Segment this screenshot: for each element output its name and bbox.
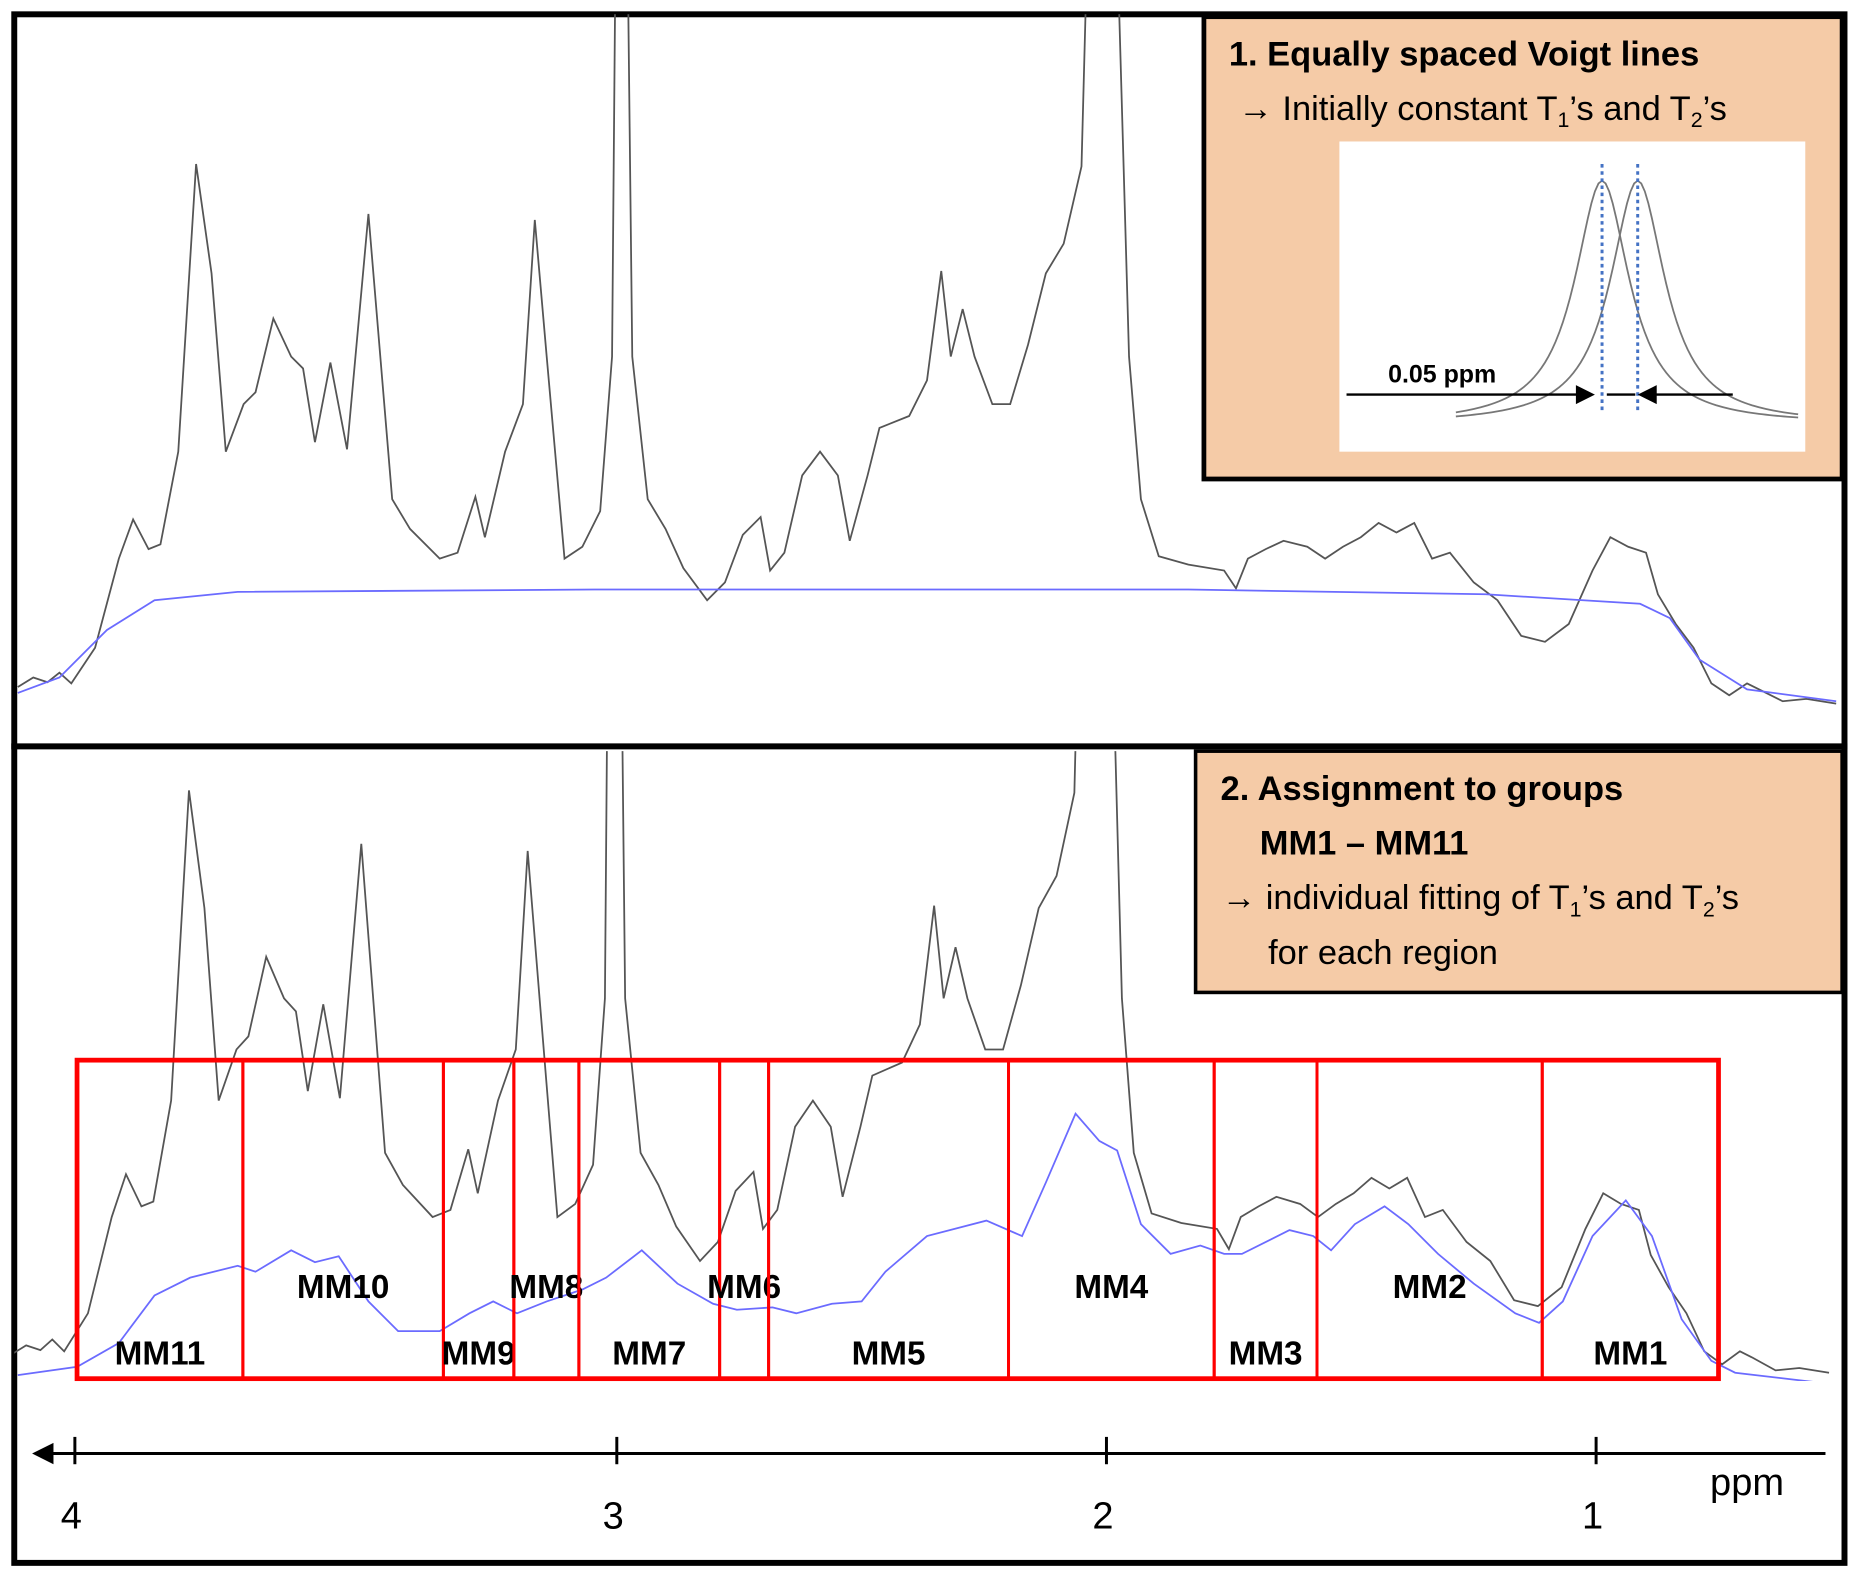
arrow-left-head [1637,385,1657,405]
assignment-box-line3: → individual fitting of T1’s and T2’s [1222,879,1739,921]
assignment-box: 2. Assignment to groups MM1 – MM11 → ind… [1193,749,1844,995]
voigt-lines-box: 1. Equally spaced Voigt lines → Initiall… [1201,14,1845,482]
spacing-label: 0.05 ppm [1388,361,1496,389]
ppm-axis: 4 3 2 1 ppm [32,1436,1826,1537]
voigt-box-title: 1. Equally spaced Voigt lines [1229,35,1699,73]
axis-arrow-head [32,1442,54,1465]
voigt-line-2 [1455,179,1799,418]
arrow-right-head [1575,385,1595,405]
region-label: MM10 [297,1269,389,1306]
region-label: MM11 [115,1335,206,1372]
spectrum-bottom [14,751,1830,1374]
region-fit-bottom [17,1111,1814,1382]
spectrum-top [17,14,1837,705]
axis-tick-label: 3 [603,1495,624,1537]
region-label: MM5 [852,1335,926,1372]
region-label: MM7 [612,1335,686,1372]
assignment-box-title: 2. Assignment to groups [1221,770,1624,808]
axis-label-ppm: ppm [1710,1462,1784,1504]
region-label: MM1 [1593,1335,1667,1372]
regions-outline [74,1057,1721,1382]
region-label: MM4 [1074,1269,1148,1306]
region-label: MM3 [1229,1335,1303,1372]
voigt-box-subtitle: → Initially constant T1’s and T2’s [1238,90,1727,132]
assignment-box-groups: MM1 – MM11 [1260,825,1469,863]
axis-tick-label: 2 [1092,1495,1113,1537]
axis-tick-label: 4 [61,1495,82,1537]
region-label: MM2 [1393,1269,1467,1306]
region-label: MM8 [509,1269,583,1306]
axis-tick-label: 1 [1582,1495,1603,1537]
baseline-fit-top [17,588,1837,703]
voigt-inset [1339,141,1806,452]
assignment-box-line4: for each region [1268,934,1498,972]
region-label: MM9 [442,1335,516,1372]
